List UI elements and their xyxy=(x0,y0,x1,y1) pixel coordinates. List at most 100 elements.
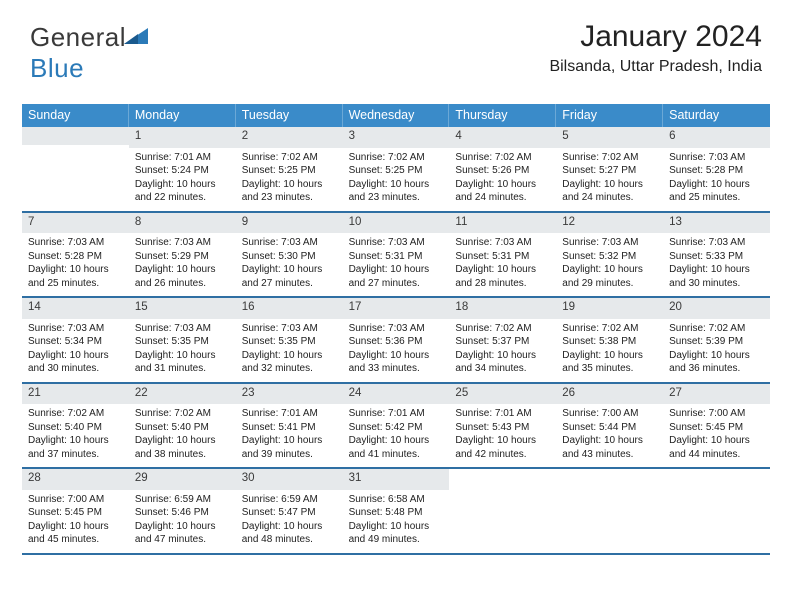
brand-logo: GeneralBlue xyxy=(30,22,148,84)
day-number: 7 xyxy=(22,213,129,234)
brand-text: GeneralBlue xyxy=(30,22,148,84)
sunset-text: Sunset: 5:40 PM xyxy=(22,421,129,435)
weekday-header: Tuesday xyxy=(236,104,343,127)
day-number: 8 xyxy=(129,213,236,234)
day-number: 3 xyxy=(343,127,450,148)
daylight-text: Daylight: 10 hours and 43 minutes. xyxy=(556,434,663,461)
sunrise-text: Sunrise: 7:02 AM xyxy=(556,322,663,336)
calendar-day-cell: 28Sunrise: 7:00 AMSunset: 5:45 PMDayligh… xyxy=(22,469,129,553)
day-number: 23 xyxy=(236,384,343,405)
sunrise-text: Sunrise: 7:02 AM xyxy=(663,322,770,336)
sunrise-text: Sunrise: 7:03 AM xyxy=(22,236,129,250)
sunrise-text: Sunrise: 7:01 AM xyxy=(343,407,450,421)
day-number: 4 xyxy=(449,127,556,148)
day-number: 2 xyxy=(236,127,343,148)
calendar-day-cell: 19Sunrise: 7:02 AMSunset: 5:38 PMDayligh… xyxy=(556,298,663,382)
calendar-day-cell: 1Sunrise: 7:01 AMSunset: 5:24 PMDaylight… xyxy=(129,127,236,211)
daylight-text: Daylight: 10 hours and 24 minutes. xyxy=(556,178,663,205)
sunset-text: Sunset: 5:27 PM xyxy=(556,164,663,178)
calendar-day-cell: 21Sunrise: 7:02 AMSunset: 5:40 PMDayligh… xyxy=(22,384,129,468)
weekday-header: Monday xyxy=(129,104,236,127)
sunrise-text: Sunrise: 7:01 AM xyxy=(236,407,343,421)
day-number: 1 xyxy=(129,127,236,148)
sunset-text: Sunset: 5:46 PM xyxy=(129,506,236,520)
calendar-day-cell: 30Sunrise: 6:59 AMSunset: 5:47 PMDayligh… xyxy=(236,469,343,553)
daylight-text: Daylight: 10 hours and 44 minutes. xyxy=(663,434,770,461)
daylight-text: Daylight: 10 hours and 38 minutes. xyxy=(129,434,236,461)
sunset-text: Sunset: 5:26 PM xyxy=(449,164,556,178)
calendar-day-cell: 27Sunrise: 7:00 AMSunset: 5:45 PMDayligh… xyxy=(663,384,770,468)
daylight-text: Daylight: 10 hours and 41 minutes. xyxy=(343,434,450,461)
weekday-header: Friday xyxy=(556,104,663,127)
sunset-text: Sunset: 5:43 PM xyxy=(449,421,556,435)
sunset-text: Sunset: 5:34 PM xyxy=(22,335,129,349)
sunset-text: Sunset: 5:36 PM xyxy=(343,335,450,349)
sunrise-text: Sunrise: 7:00 AM xyxy=(556,407,663,421)
calendar-day-cell: 8 Sunrise: 7:03 AMSunset: 5:29 PMDaylight… xyxy=(129,213,236,297)
daylight-text: Daylight: 10 hours and 35 minutes. xyxy=(556,349,663,376)
daylight-text: Daylight: 10 hours and 25 minutes. xyxy=(22,263,129,290)
day-number: 10 xyxy=(343,213,450,234)
day-number: 30 xyxy=(236,469,343,490)
day-number: 28 xyxy=(22,469,129,490)
calendar-day-cell: 7 Sunrise: 7:03 AMSunset: 5:28 PMDaylight… xyxy=(22,213,129,297)
day-number: 27 xyxy=(663,384,770,405)
sunrise-text: Sunrise: 6:59 AM xyxy=(236,493,343,507)
brand-triangle-icon xyxy=(124,26,148,44)
weekday-header: Wednesday xyxy=(343,104,450,127)
sunset-text: Sunset: 5:29 PM xyxy=(129,250,236,264)
sunrise-text: Sunrise: 7:02 AM xyxy=(449,322,556,336)
weekday-header-row: SundayMondayTuesdayWednesdayThursdayFrid… xyxy=(22,104,770,127)
sunset-text: Sunset: 5:28 PM xyxy=(22,250,129,264)
day-number: 6 xyxy=(663,127,770,148)
day-number: 12 xyxy=(556,213,663,234)
sunrise-text: Sunrise: 7:03 AM xyxy=(343,236,450,250)
sunset-text: Sunset: 5:28 PM xyxy=(663,164,770,178)
day-number: 22 xyxy=(129,384,236,405)
page-header: January 2024 Bilsanda, Uttar Pradesh, In… xyxy=(549,20,762,76)
sunset-text: Sunset: 5:31 PM xyxy=(343,250,450,264)
daylight-text: Daylight: 10 hours and 27 minutes. xyxy=(343,263,450,290)
sunset-text: Sunset: 5:39 PM xyxy=(663,335,770,349)
sunrise-text: Sunrise: 7:02 AM xyxy=(236,151,343,165)
sunrise-text: Sunrise: 7:03 AM xyxy=(449,236,556,250)
day-number: 24 xyxy=(343,384,450,405)
calendar-day-cell: 5 Sunrise: 7:02 AMSunset: 5:27 PMDaylight… xyxy=(556,127,663,211)
calendar-day-cell: 3Sunrise: 7:02 AMSunset: 5:25 PMDaylight… xyxy=(343,127,450,211)
calendar-day-cell: 6Sunrise: 7:03 AMSunset: 5:28 PMDaylight… xyxy=(663,127,770,211)
calendar-day-cell: 29Sunrise: 6:59 AMSunset: 5:46 PMDayligh… xyxy=(129,469,236,553)
calendar-week-row: 7Sunrise: 7:03 AMSunset: 5:28 PMDaylight… xyxy=(22,213,770,299)
daylight-text: Daylight: 10 hours and 26 minutes. xyxy=(129,263,236,290)
sunset-text: Sunset: 5:24 PM xyxy=(129,164,236,178)
sunrise-text: Sunrise: 7:03 AM xyxy=(556,236,663,250)
calendar-day-cell: 25Sunrise: 7:01 AMSunset: 5:43 PMDayligh… xyxy=(449,384,556,468)
daylight-text: Daylight: 10 hours and 31 minutes. xyxy=(129,349,236,376)
weeks-container: 1Sunrise: 7:01 AMSunset: 5:24 PMDaylight… xyxy=(22,127,770,555)
sunrise-text: Sunrise: 7:03 AM xyxy=(663,236,770,250)
sunset-text: Sunset: 5:32 PM xyxy=(556,250,663,264)
sunrise-text: Sunrise: 7:02 AM xyxy=(556,151,663,165)
sunset-text: Sunset: 5:35 PM xyxy=(129,335,236,349)
sunrise-text: Sunrise: 7:03 AM xyxy=(129,236,236,250)
daylight-text: Daylight: 10 hours and 48 minutes. xyxy=(236,520,343,547)
daylight-text: Daylight: 10 hours and 49 minutes. xyxy=(343,520,450,547)
daylight-text: Daylight: 10 hours and 30 minutes. xyxy=(663,263,770,290)
calendar-day-cell: 31Sunrise: 6:58 AMSunset: 5:48 PMDayligh… xyxy=(343,469,450,553)
daylight-text: Daylight: 10 hours and 32 minutes. xyxy=(236,349,343,376)
daylight-text: Daylight: 10 hours and 42 minutes. xyxy=(449,434,556,461)
sunrise-text: Sunrise: 7:02 AM xyxy=(343,151,450,165)
sunset-text: Sunset: 5:45 PM xyxy=(22,506,129,520)
calendar-day-cell: 18Sunrise: 7:02 AMSunset: 5:37 PMDayligh… xyxy=(449,298,556,382)
sunset-text: Sunset: 5:40 PM xyxy=(129,421,236,435)
sunset-text: Sunset: 5:44 PM xyxy=(556,421,663,435)
sunrise-text: Sunrise: 7:02 AM xyxy=(22,407,129,421)
calendar-empty-cell xyxy=(556,469,663,553)
calendar-empty-cell xyxy=(663,469,770,553)
sunrise-text: Sunrise: 6:58 AM xyxy=(343,493,450,507)
day-number: 29 xyxy=(129,469,236,490)
day-number: 5 xyxy=(556,127,663,148)
daylight-text: Daylight: 10 hours and 22 minutes. xyxy=(129,178,236,205)
calendar-day-cell: 23Sunrise: 7:01 AMSunset: 5:41 PMDayligh… xyxy=(236,384,343,468)
sunrise-text: Sunrise: 7:02 AM xyxy=(129,407,236,421)
day-number: 18 xyxy=(449,298,556,319)
